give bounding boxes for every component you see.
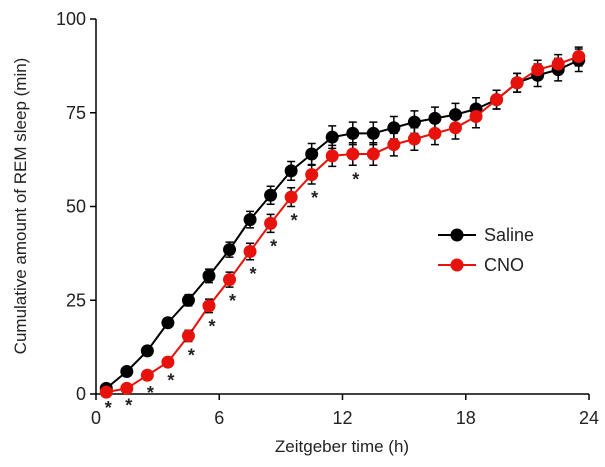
data-point-cno	[490, 93, 504, 107]
data-point-saline	[448, 108, 462, 122]
significance-star: *	[208, 317, 215, 337]
legend-cno-marker	[450, 258, 464, 272]
data-point-cno	[510, 76, 524, 90]
x-tick-label-1: 6	[214, 408, 224, 428]
annotation-layer: * * * * * * * * * * * *	[105, 169, 360, 418]
legend: Saline CNO	[438, 225, 534, 275]
data-point-cno	[305, 168, 319, 182]
data-point-cno	[243, 245, 257, 258]
significance-star: *	[311, 188, 318, 208]
axes: 0 6 12 18 24 0 25 50 75 100	[56, 9, 599, 428]
series-saline	[99, 48, 586, 395]
data-point-cno	[181, 329, 195, 343]
significance-star: *	[188, 346, 195, 366]
significance-star: *	[147, 383, 154, 403]
data-point-saline	[140, 344, 154, 358]
data-point-saline	[325, 130, 339, 144]
data-point-cno	[325, 149, 339, 163]
x-tick-label-2: 12	[332, 408, 352, 428]
data-point-saline	[305, 147, 319, 161]
y-tick-label-2: 50	[66, 197, 86, 217]
data-point-cno	[284, 190, 298, 204]
data-point-saline	[181, 293, 195, 307]
legend-cno-label: CNO	[484, 255, 524, 275]
significance-star: *	[105, 398, 112, 418]
data-point-cno	[223, 273, 237, 287]
data-point-cno	[448, 121, 462, 135]
data-point-cno	[264, 216, 278, 230]
legend-saline-marker	[450, 228, 464, 242]
x-tick-label-4: 24	[579, 408, 599, 428]
data-point-cno	[572, 50, 586, 63]
significance-star: *	[125, 395, 132, 415]
y-tick-label-3: 75	[66, 103, 86, 123]
y-axis-label: Cumulative amount of REM sleep (min)	[11, 58, 30, 355]
legend-saline-label: Saline	[484, 225, 534, 245]
significance-star: *	[250, 264, 257, 284]
series-layer	[99, 46, 586, 399]
data-point-saline	[387, 121, 401, 135]
y-tick-label-0: 0	[76, 384, 86, 404]
data-point-cno	[161, 355, 175, 369]
significance-star: *	[352, 169, 359, 189]
data-point-saline	[243, 213, 257, 227]
y-tick-label-1: 25	[66, 290, 86, 310]
data-point-saline	[366, 126, 380, 140]
x-tick-label-3: 18	[456, 408, 476, 428]
data-point-saline	[264, 188, 278, 202]
data-point-saline	[120, 365, 134, 378]
data-point-saline	[284, 164, 298, 178]
data-point-cno	[428, 126, 442, 140]
data-point-cno	[366, 147, 380, 161]
data-point-cno	[99, 385, 113, 399]
significance-star: *	[167, 371, 174, 391]
x-tick-label-0: 0	[91, 408, 101, 428]
data-point-saline	[346, 126, 360, 140]
data-point-cno	[387, 138, 401, 152]
series-cno	[99, 46, 586, 399]
data-point-cno	[120, 381, 134, 395]
data-point-cno	[346, 147, 360, 161]
data-point-cno	[407, 132, 421, 146]
data-point-cno	[531, 63, 545, 77]
data-point-cno	[551, 57, 565, 71]
data-point-cno	[140, 368, 154, 382]
data-point-saline	[407, 115, 421, 129]
data-point-saline	[202, 269, 216, 283]
significance-star: *	[229, 291, 236, 311]
data-point-saline	[223, 243, 237, 257]
x-axis-label: Zeitgeber time (h)	[275, 437, 409, 456]
y-tick-label-4: 100	[56, 9, 86, 29]
data-point-saline	[161, 316, 175, 330]
significance-star: *	[270, 236, 277, 256]
data-point-cno	[202, 299, 216, 313]
data-point-cno	[469, 110, 483, 123]
significance-star: *	[291, 211, 298, 231]
